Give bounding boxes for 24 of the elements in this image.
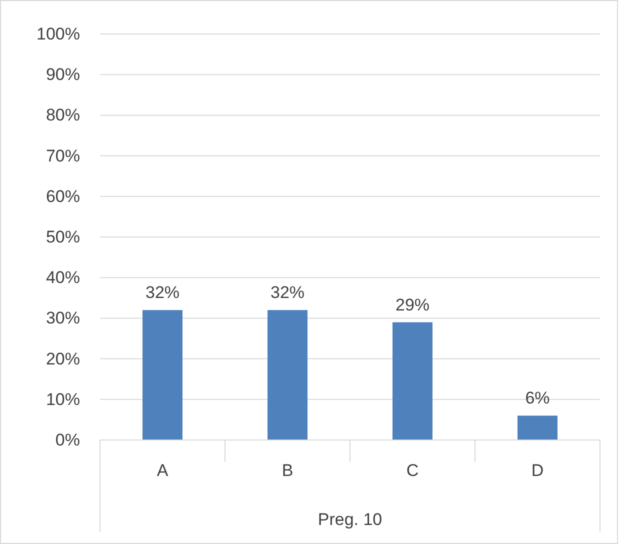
y-tick-label: 70% [46,146,80,166]
y-tick-label: 0% [55,430,80,450]
data-label: 6% [525,388,550,408]
x-tick-label: B [282,461,294,480]
bar [268,310,308,440]
bar [392,322,432,440]
y-tick-label: 30% [46,308,80,328]
data-label: 32% [145,283,180,302]
x-tick-label: A [156,461,169,480]
bar [142,310,182,440]
y-tick-label: 10% [46,390,80,409]
y-tick-label: 100% [36,24,80,44]
x-axis-title: Preg. 10 [318,510,382,529]
bar [518,416,558,440]
y-tick-label: 20% [46,349,80,368]
y-tick-label: 80% [46,106,80,125]
y-tick-label: 40% [46,268,80,288]
x-tick-label: C [406,461,419,480]
y-tick-label: 50% [46,227,80,246]
data-label: 29% [395,295,430,314]
y-tick-label: 90% [46,65,80,84]
data-label: 32% [270,283,305,302]
y-tick-label: 60% [46,186,80,206]
x-tick-label: D [531,461,544,480]
